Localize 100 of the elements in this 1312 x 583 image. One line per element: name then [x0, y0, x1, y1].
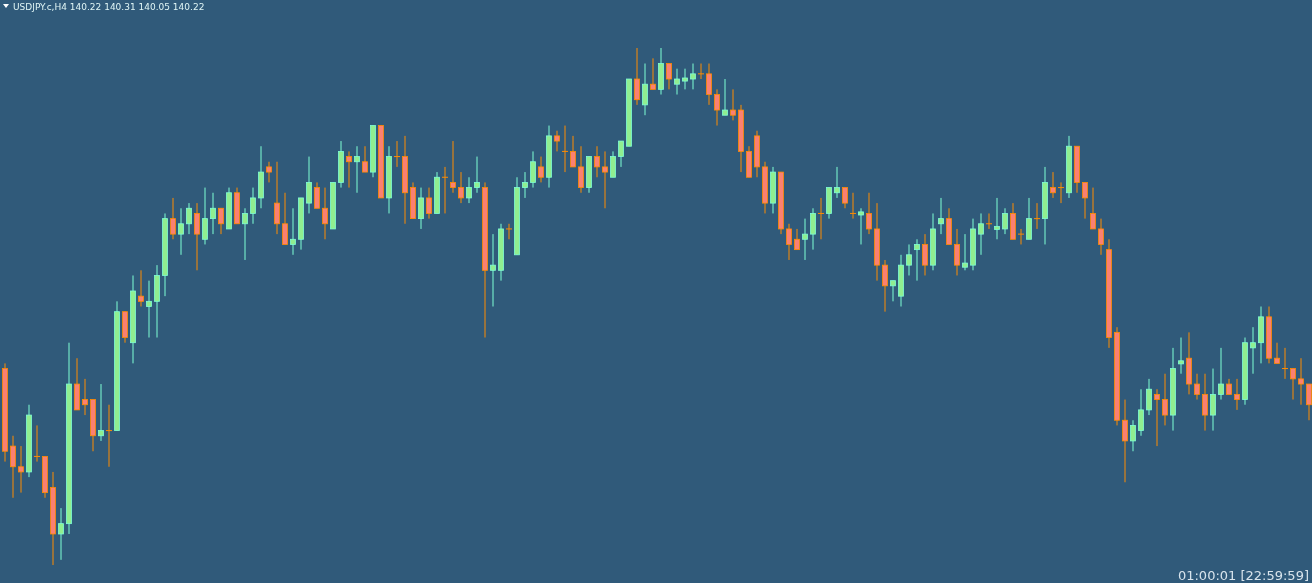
candlestick — [618, 140, 624, 168]
candlestick — [706, 63, 712, 106]
candlestick — [282, 192, 288, 245]
candlestick — [194, 202, 200, 271]
candlestick — [1002, 207, 1008, 235]
candlestick — [866, 192, 872, 235]
candlestick — [842, 187, 848, 209]
candlestick — [450, 140, 456, 194]
text: 01:00:01 [22:59:59] — [1177, 568, 1309, 583]
candlestick — [817, 197, 825, 240]
candlestick — [1210, 368, 1216, 432]
candlestick — [242, 207, 248, 261]
candlestick — [994, 197, 1000, 240]
candlestick — [290, 207, 296, 256]
candlestick — [1250, 326, 1256, 375]
candlestick — [1098, 218, 1104, 256]
candlestick — [10, 435, 16, 499]
candlestick — [834, 166, 840, 199]
candlestick — [978, 212, 984, 256]
candlestick — [858, 207, 864, 245]
candlestick — [1234, 378, 1240, 411]
candlestick — [306, 156, 312, 214]
candlestick — [922, 233, 928, 276]
candlestick — [570, 135, 576, 168]
candlestick — [178, 207, 184, 256]
candlestick — [393, 140, 401, 168]
candlestick — [1162, 373, 1168, 426]
candlestick — [1130, 419, 1136, 452]
candlestick — [1033, 202, 1041, 230]
candlestick — [914, 238, 920, 282]
candlestick — [250, 187, 256, 225]
candlestick — [1178, 337, 1184, 375]
candlestick — [1138, 388, 1144, 437]
candlestick — [522, 171, 528, 199]
candlestick — [138, 269, 144, 307]
candlestick — [1090, 187, 1096, 230]
candlestick — [906, 243, 912, 276]
candlestick — [314, 181, 320, 209]
candlestick — [714, 88, 720, 127]
candlestick — [730, 88, 736, 121]
candlestick — [1026, 197, 1032, 240]
candlestick — [674, 68, 680, 96]
candlestick — [794, 228, 800, 251]
candlestick — [466, 176, 472, 204]
candlestick — [98, 383, 104, 442]
candlestick — [610, 150, 616, 178]
candlestick — [962, 233, 968, 271]
candlestick — [810, 207, 816, 251]
candlestick — [642, 63, 648, 116]
candlestick — [1146, 378, 1152, 416]
candlestick — [561, 125, 569, 173]
candlestick — [18, 445, 24, 494]
candlestick — [849, 192, 857, 220]
candlestick — [594, 145, 600, 178]
candlestick — [1281, 347, 1289, 380]
candlestick — [426, 187, 432, 220]
candlestick — [722, 78, 728, 116]
candlestick — [938, 197, 944, 235]
chart-title: USDJPY.c,H4 140.22 140.31 140.05 140.22 — [13, 2, 205, 12]
candlestick — [538, 156, 544, 183]
candlestick — [105, 404, 113, 468]
candlestick — [1274, 342, 1280, 364]
candlestick — [602, 150, 608, 209]
candlestick — [1122, 399, 1128, 483]
candlestick — [1050, 171, 1056, 199]
candlestick — [146, 280, 152, 339]
candlestick — [634, 47, 640, 106]
candlestick — [202, 187, 208, 245]
candlestick — [186, 202, 192, 235]
candlestick — [418, 187, 424, 230]
candlestick — [441, 166, 449, 214]
candlestick — [458, 171, 464, 204]
candlestick — [210, 192, 216, 235]
candlestick — [682, 68, 688, 90]
candlestick — [786, 223, 792, 261]
candlestick — [354, 145, 360, 194]
candlestick — [82, 378, 88, 416]
candlestick — [1194, 373, 1200, 401]
candlestick — [1218, 347, 1224, 401]
candlestick — [490, 233, 496, 307]
candlestick — [346, 150, 352, 189]
candlestick — [802, 218, 808, 261]
candlestick — [650, 57, 656, 90]
candlestick — [882, 259, 888, 313]
candlestick — [1154, 388, 1160, 447]
candlestick — [1082, 181, 1088, 220]
candlestick — [505, 223, 513, 240]
candlestick — [690, 63, 696, 90]
candlestick — [274, 161, 280, 235]
candlestick — [266, 161, 272, 183]
candlestick — [1017, 228, 1025, 245]
candlestick — [954, 228, 960, 276]
candlestick — [530, 150, 536, 189]
candlestick — [362, 145, 368, 173]
candlestick — [697, 63, 705, 80]
candlestick — [1298, 357, 1304, 406]
candlestick — [554, 130, 560, 152]
candlestick — [1290, 368, 1296, 401]
candlestick — [322, 187, 328, 240]
candlestick — [578, 145, 584, 194]
